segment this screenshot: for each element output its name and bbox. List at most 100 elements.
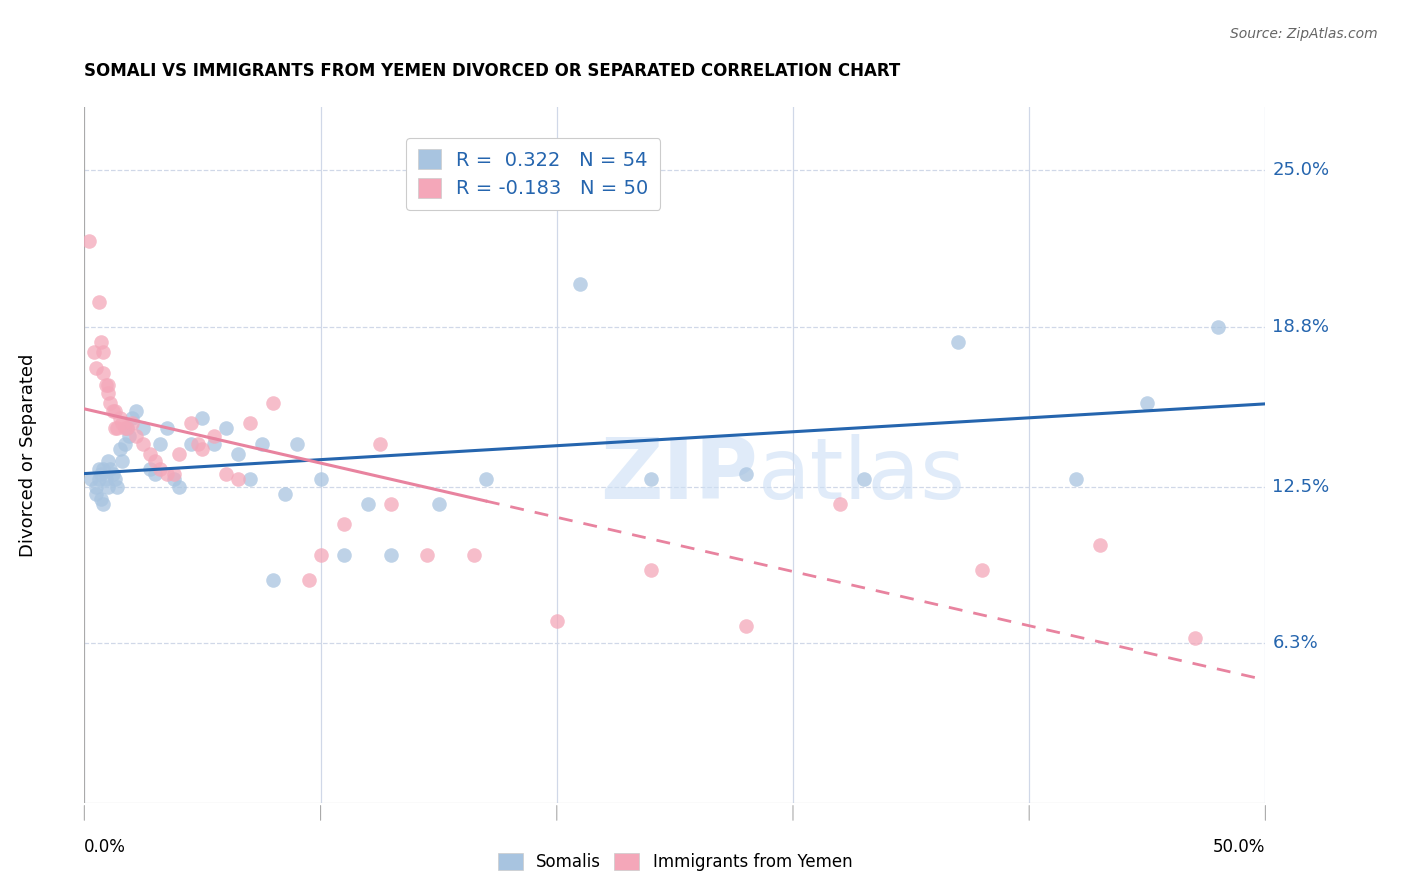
Point [84,479,107,493]
Point [226,472,249,486]
Text: 12.5%: 12.5% [1272,477,1330,496]
Point [149,462,172,476]
Point [239,472,262,486]
Point [546,614,568,628]
Point [97,479,120,493]
Point [87,294,110,309]
Point [475,472,498,486]
Point [380,497,402,511]
Point [285,436,308,450]
Text: 6.3%: 6.3% [1272,634,1319,652]
Point [104,421,127,435]
Point [90,335,112,350]
Point [77,234,100,248]
Point [149,436,172,450]
Text: 50.0%: 50.0% [1213,838,1265,856]
Point [191,442,214,456]
Point [139,447,162,461]
Point [180,417,202,431]
Text: atlas: atlas [758,434,966,517]
Point [333,517,356,532]
Point [357,497,380,511]
Point [115,421,138,435]
Point [948,335,970,350]
Text: Source: ZipAtlas.com: Source: ZipAtlas.com [1230,27,1378,41]
Point [1184,632,1206,646]
Point [125,403,148,417]
Point [91,366,114,380]
Point [108,411,131,425]
Point [274,487,297,501]
Point [91,497,114,511]
Point [215,467,238,481]
Point [94,378,117,392]
Point [163,467,186,481]
Point [463,548,485,562]
Text: 0.0%: 0.0% [84,838,127,856]
Point [640,472,662,486]
Point [309,548,332,562]
Point [380,548,402,562]
Point [107,421,129,435]
Point [427,497,450,511]
Text: 25.0%: 25.0% [1272,161,1330,179]
Point [97,386,120,401]
Point [298,573,321,587]
Point [202,436,225,450]
Text: SOMALI VS IMMIGRANTS FROM YEMEN DIVORCED OR SEPARATED CORRELATION CHART: SOMALI VS IMMIGRANTS FROM YEMEN DIVORCED… [84,62,901,80]
Point [167,479,190,493]
Point [104,403,127,417]
Point [115,421,138,435]
Point [121,411,143,425]
Point [94,472,117,486]
Point [830,497,852,511]
Point [91,345,114,359]
Point [262,573,284,587]
Point [180,436,202,450]
Point [1066,472,1088,486]
Point [333,548,356,562]
Text: 18.8%: 18.8% [1272,318,1330,336]
Point [250,436,273,450]
Point [80,472,103,486]
Point [1088,538,1111,552]
Point [143,467,166,481]
Point [640,563,662,577]
Point [91,462,114,476]
Point [101,467,124,481]
Point [132,421,155,435]
Point [111,417,134,431]
Point [156,421,179,435]
Point [139,462,162,476]
Point [309,472,332,486]
Point [84,487,107,501]
Point [104,472,127,486]
Point [118,429,141,443]
Point [734,467,756,481]
Point [262,396,284,410]
Point [569,277,592,292]
Text: Divorced or Separated: Divorced or Separated [20,353,37,557]
Point [114,436,136,450]
Point [90,492,112,507]
Point [121,417,143,431]
Point [167,447,190,461]
Point [187,436,209,450]
Point [202,429,225,443]
Point [734,618,756,632]
Point [87,462,110,476]
Point [111,454,134,468]
Point [163,472,186,486]
Point [83,345,105,359]
Point [90,467,112,481]
Point [143,454,166,468]
Point [215,421,238,435]
Point [97,378,120,392]
Text: ZIP: ZIP [600,434,758,517]
Point [132,436,155,450]
Point [84,360,107,375]
Point [368,436,391,450]
Point [1206,320,1229,334]
Point [98,462,121,476]
Point [108,442,131,456]
